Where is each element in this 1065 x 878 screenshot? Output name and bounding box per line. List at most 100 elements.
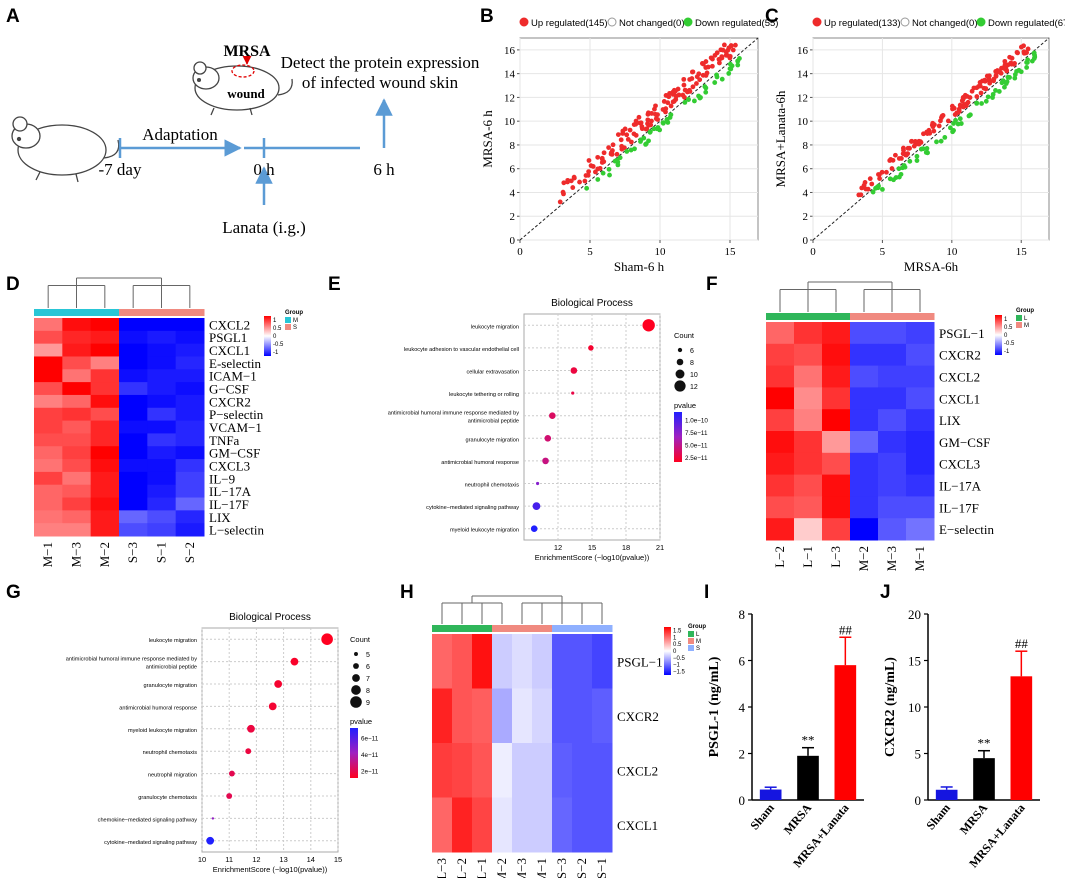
heatmap-cell xyxy=(119,330,148,345)
heatmap-cell xyxy=(766,365,795,388)
up-point xyxy=(639,126,645,132)
up-point xyxy=(586,169,592,174)
heatmap-cell xyxy=(119,369,148,383)
heatmap-cell xyxy=(147,369,177,383)
group-bar xyxy=(472,625,493,632)
heatmap-cell xyxy=(850,387,879,410)
column-label: M−1 xyxy=(40,542,55,567)
panel-label-j: J xyxy=(880,582,891,603)
up-point xyxy=(653,103,658,109)
up-point xyxy=(565,179,570,185)
heatmap-cell xyxy=(906,518,935,541)
down-point xyxy=(698,95,703,100)
group-legend-title: Group xyxy=(285,310,303,316)
heatmap-cell xyxy=(175,343,205,357)
up-point xyxy=(681,82,687,88)
heatmap-cell xyxy=(175,330,205,345)
heatmap-cell xyxy=(34,407,63,422)
group-legend-swatch xyxy=(285,324,291,330)
up-point xyxy=(712,52,718,58)
row-label: CXCL3 xyxy=(939,457,980,472)
significance-label: ## xyxy=(1015,636,1029,651)
x-tick-label: 14 xyxy=(307,855,315,864)
panel-e: Biological Process 12 15 18 21 leukocyte migr… xyxy=(388,298,709,562)
count-legend-title: Count xyxy=(350,635,371,644)
up-point xyxy=(689,69,695,75)
group-bar xyxy=(766,313,795,320)
down-point xyxy=(660,120,666,126)
row-label: CXCR2 xyxy=(209,394,251,409)
panel-f: PSGL−1 CXCR2 CXCL2 CXCL1 LIX GM−CSF CXCL3 IL−17… xyxy=(766,281,1034,571)
down-point xyxy=(874,184,880,190)
heatmap-cell xyxy=(766,474,795,497)
up-point xyxy=(987,80,993,86)
heatmap-cell xyxy=(147,420,177,434)
up-point xyxy=(1009,61,1014,67)
up-point xyxy=(668,103,674,109)
up-point xyxy=(977,79,983,85)
group-bar xyxy=(90,309,120,316)
term-label: neutrophil chemotaxis xyxy=(465,483,520,489)
column-label: M−3 xyxy=(884,546,899,571)
down-point xyxy=(726,71,732,76)
heatmap-cell xyxy=(34,433,63,447)
term-label: antimicrobial humoral response xyxy=(119,705,197,711)
heatmap-cell xyxy=(147,523,177,537)
x-tick-label: 10 xyxy=(946,246,958,258)
group-bar xyxy=(822,313,851,320)
heatmap-cell xyxy=(766,343,795,367)
down-point xyxy=(1024,60,1029,65)
up-point xyxy=(557,199,563,205)
heatmap-cell xyxy=(147,497,177,511)
y-tick-label: 8 xyxy=(803,140,809,152)
heatmap-cell xyxy=(850,409,879,432)
heatmap-cell xyxy=(62,356,92,370)
heatmap-cell xyxy=(552,743,573,798)
y-tick-label: 12 xyxy=(797,92,808,104)
up-point xyxy=(570,185,576,190)
heatmap-cell xyxy=(572,797,593,853)
mrsa-label: MRSA xyxy=(223,43,271,60)
heatmap-cell xyxy=(492,634,513,689)
count-legend-dot xyxy=(351,685,361,695)
detect-text-2: of infected wound skin xyxy=(302,73,459,92)
heatmap-cell xyxy=(906,452,935,476)
heatmap-cell xyxy=(794,496,823,519)
row-label: IL−17A xyxy=(939,479,982,494)
panel-label-d: D xyxy=(6,274,20,295)
heatmap-cell xyxy=(147,446,177,460)
group-bar xyxy=(532,625,553,632)
category-label: MRSA xyxy=(957,801,991,837)
heatmap-cell xyxy=(878,431,907,454)
enrichment-dot xyxy=(588,345,594,351)
up-point xyxy=(694,81,699,86)
heatmap-cell xyxy=(906,343,935,367)
heatmap-cell xyxy=(572,688,593,744)
heatmap-cell xyxy=(119,497,148,511)
down-point xyxy=(712,80,718,85)
down-point xyxy=(979,101,984,106)
mouse-icon xyxy=(192,61,293,116)
up-point xyxy=(710,56,715,62)
bar xyxy=(973,758,995,800)
column-label: M−2 xyxy=(494,858,509,878)
heatmap-cell xyxy=(822,322,851,345)
y-tick-label: 0 xyxy=(803,235,809,247)
up-point xyxy=(681,76,687,82)
up-point xyxy=(586,158,592,163)
down-point xyxy=(735,62,741,68)
column-label: M−1 xyxy=(534,858,549,878)
down-point xyxy=(641,135,647,141)
up-point xyxy=(645,117,651,123)
column-label: S−3 xyxy=(554,858,569,878)
down-point xyxy=(918,146,924,152)
heatmap-cell xyxy=(432,688,453,744)
up-point xyxy=(625,136,631,142)
row-label: TNFa xyxy=(209,433,240,448)
up-point xyxy=(903,152,909,158)
up-point xyxy=(624,132,630,138)
enrichment-dot xyxy=(211,817,215,820)
heatmap-cell xyxy=(62,471,92,486)
up-point xyxy=(931,122,937,128)
up-point xyxy=(1002,62,1008,67)
